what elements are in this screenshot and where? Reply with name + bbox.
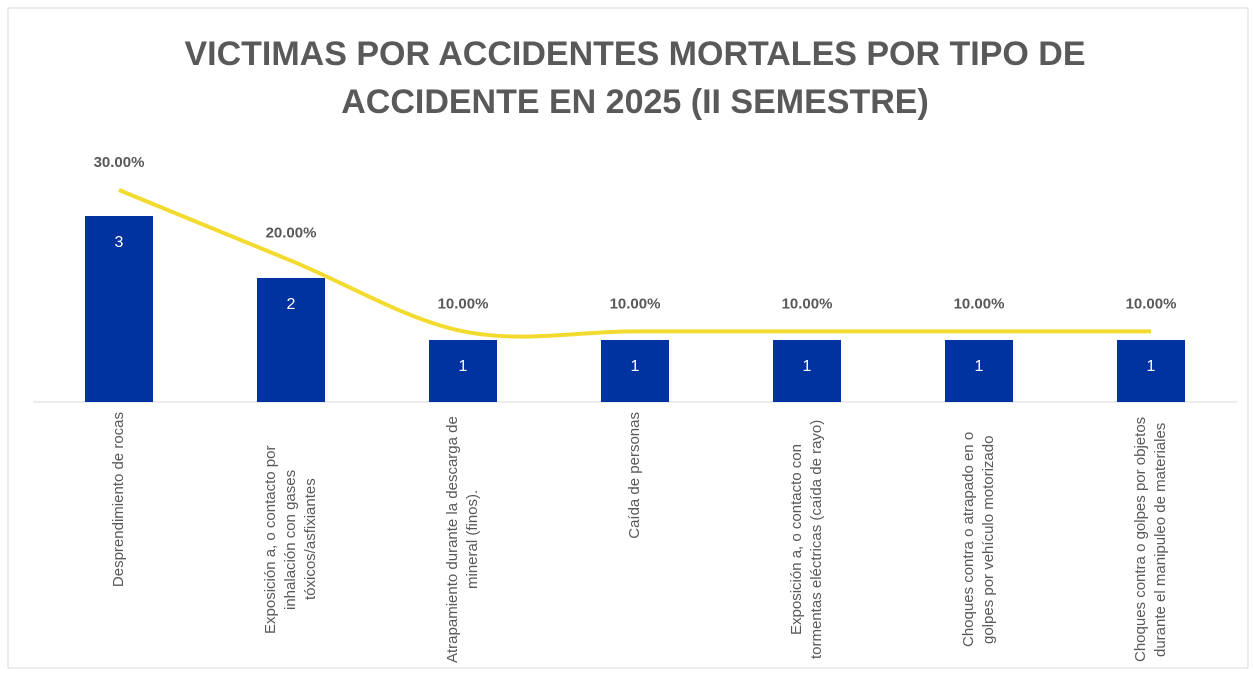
bar xyxy=(773,340,841,402)
x-tick-label: Caída de personas xyxy=(626,412,643,539)
line-label: 10.00% xyxy=(610,295,661,312)
line xyxy=(118,188,1151,339)
x-tick-label: Choques contra o atrapado en o golpes po… xyxy=(960,431,997,648)
x-tick-label: Exposición a, o contacto con tormentas e… xyxy=(788,419,825,660)
bar xyxy=(945,340,1013,402)
x-tick-label: Desprendimiento de rocas xyxy=(110,412,127,588)
bar-label: 2 xyxy=(287,296,296,313)
bar-label: 3 xyxy=(115,234,124,251)
line-label: 10.00% xyxy=(1126,295,1177,312)
bar xyxy=(429,340,497,402)
bar-label: 1 xyxy=(459,358,468,375)
line-label: 10.00% xyxy=(438,295,489,312)
bar xyxy=(85,216,153,402)
chart-title: VICTIMAS POR ACCIDENTES MORTALES POR TIP… xyxy=(184,35,1086,121)
bar xyxy=(601,340,669,402)
x-tick-label: Atrapamiento durante la descarga de mine… xyxy=(444,416,481,663)
x-tick-label: Choques contra o golpes por objetos dura… xyxy=(1132,416,1169,663)
bar xyxy=(1117,340,1185,402)
bar-label: 1 xyxy=(631,358,640,375)
chart-border xyxy=(7,7,1249,669)
bar-label: 1 xyxy=(1147,358,1156,375)
line-label: 20.00% xyxy=(266,225,317,242)
line-label: 30.00% xyxy=(94,154,145,171)
x-tick-label: Exposición a, o contacto por inhalación … xyxy=(262,445,319,634)
bar-label: 1 xyxy=(803,358,812,375)
line-label: 10.00% xyxy=(954,295,1005,312)
bar xyxy=(257,278,325,402)
line-label: 10.00% xyxy=(782,295,833,312)
bar-label: 1 xyxy=(975,358,984,375)
